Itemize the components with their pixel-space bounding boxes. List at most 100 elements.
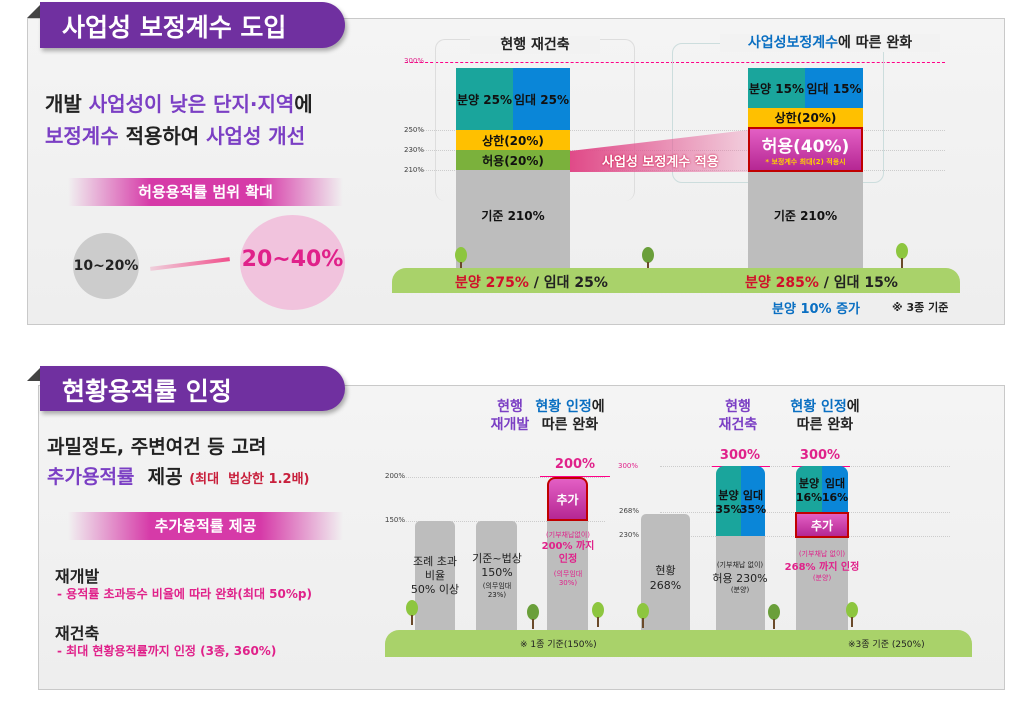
text: 에 따른 완화 (838, 35, 913, 51)
text: 에 (294, 92, 313, 116)
text: 따른 완화 (541, 417, 599, 433)
tick-200: 200% (385, 472, 406, 480)
left-allow: 허용(20%) (456, 150, 570, 170)
left-upper: 상한(20%) (456, 130, 570, 150)
hdr-redevelop: 현행 재개발 (490, 399, 530, 433)
hdr-rebuild: 현행 재건축 (718, 399, 758, 433)
bar3-a: (기부채납없이) (545, 531, 591, 539)
tree-icon (637, 603, 649, 628)
tick-268: 268% (619, 507, 640, 515)
left-rent: 임대 25% (513, 68, 570, 130)
tick-300: 300% (404, 57, 425, 65)
bar6-rent: 임대 16% (822, 466, 848, 512)
bar5-b: 허용 230% (712, 572, 768, 585)
text: 허용(40%) (761, 137, 850, 157)
bar5-sale: 분양 35% (715, 466, 742, 536)
cap-line (540, 476, 610, 477)
item1-desc: - 용적률 초과동수 비율에 따라 완화(최대 50%p) (57, 587, 312, 601)
bar5-rent: 임대 35% (740, 466, 766, 536)
bar5-a: (기부채납 없이) (716, 561, 764, 569)
right-header: 사업성보정계수에 따른 완화 (720, 34, 940, 52)
note-left: ※ 1종 기준(150%) (520, 640, 597, 650)
title-fold (27, 4, 41, 18)
item2-desc: - 최대 현황용적률까지 인정 (3종, 360%) (57, 644, 277, 658)
left-total: 분양 275% / 임대 25% (455, 272, 608, 292)
right-base (748, 172, 863, 268)
text: 분양 275% (455, 275, 529, 291)
text: 개발 (45, 92, 89, 116)
highlight: 사업성 개선 (206, 124, 306, 148)
bar6-add: 추가 (795, 512, 849, 538)
bar3-c: (의무임대 30%) (553, 570, 583, 587)
tree-icon (455, 247, 467, 272)
item2-title: 재건축 (55, 624, 100, 643)
bar-ordinance (415, 521, 455, 630)
text: 현황 인정 (535, 399, 592, 415)
note-right: ※3종 기준 (250%) (848, 640, 925, 650)
section2-title: 현황용적률 인정 (40, 366, 345, 411)
right-upper: 상한(20%) (748, 108, 863, 127)
section2-banner: 추가용적률 제공 (68, 512, 343, 540)
bar3-b: 200% 까지 인정 (541, 541, 595, 565)
left-sale: 분양 25% (456, 68, 513, 130)
text: 에 (846, 399, 860, 415)
text: 분양 285% (745, 275, 819, 291)
section1-title: 사업성 보정계수 도입 (40, 2, 345, 48)
text: 적용하여 (118, 124, 207, 148)
text: 따른 완화 (796, 417, 854, 433)
text: 사업성보정계수 (747, 35, 838, 51)
bar5-c: (분양) (730, 586, 750, 594)
section2-line2: 추가용적률 제공 (최대 법상한 1.2배) (47, 462, 309, 489)
bar-base (476, 521, 517, 630)
bar-relief (547, 521, 588, 630)
increase-label: 분양 10% 증가 (772, 302, 861, 317)
ground (385, 630, 972, 657)
right-allow: 허용(40%) * 보정계수 최대(2) 적용시 (748, 127, 863, 172)
basis-note: ※ 3종 기준 (892, 301, 949, 314)
bar-base-label: 기준~법상 150% (472, 552, 522, 579)
bar6-sale: 분양 16% (796, 466, 822, 512)
bar3-add: 추가 (547, 477, 588, 521)
bar-current-label: 현황 268% (649, 564, 682, 592)
text: 제공 (134, 466, 190, 488)
text: / 임대 25% (528, 275, 608, 291)
tree-icon (768, 604, 780, 629)
bar-base-sub: (의무임대 23%) (482, 582, 512, 599)
right-base-label: 기준 210% (773, 208, 838, 223)
bar-rebuild-relief (796, 538, 848, 630)
bar6-cap: 300% (799, 448, 841, 463)
text: (최대 법상한 1.2배) (189, 472, 310, 487)
bar-ordinance-label: 조례 초과 비율 50% 이상 (410, 555, 460, 596)
highlight: 사업성이 낮은 단지·지역 (88, 92, 295, 116)
text: * 보정계수 최대(2) 적용시 (765, 158, 846, 166)
text: 추가용적률 (47, 466, 135, 488)
text: / 임대 15% (818, 275, 898, 291)
tree-icon (642, 247, 654, 272)
bar-current (641, 514, 690, 630)
bar3-cap: 200% (554, 457, 596, 472)
section1-line1: 개발 사업성이 낮은 단지·지역에 (45, 88, 313, 117)
bar-rebuild (716, 536, 765, 630)
bar6-c: (분양) (812, 574, 832, 582)
tick-230: 230% (404, 146, 425, 154)
tree-icon (406, 600, 418, 625)
section1-banner: 허용용적률 범위 확대 (68, 178, 343, 206)
item1-title: 재개발 (55, 567, 100, 586)
tree-icon (846, 602, 858, 627)
text: 현황 인정 (790, 399, 847, 415)
connector-label: 사업성 보정계수 적용 (602, 155, 719, 170)
tick-150: 150% (385, 516, 406, 524)
section1-line2: 보정계수 적용하여 사업성 개선 (45, 120, 305, 149)
text: 에 (591, 399, 605, 415)
to-circle: 20~40% (240, 215, 345, 310)
ground (392, 268, 960, 293)
tick-230: 230% (619, 531, 640, 539)
section2-line1: 과밀정도, 주변여건 등 고려 (47, 436, 267, 458)
left-base (456, 170, 570, 268)
from-circle: 10~20% (73, 233, 139, 299)
tree-icon (527, 604, 539, 629)
left-header: 현행 재건축 (470, 36, 600, 54)
tree-icon (592, 602, 604, 627)
